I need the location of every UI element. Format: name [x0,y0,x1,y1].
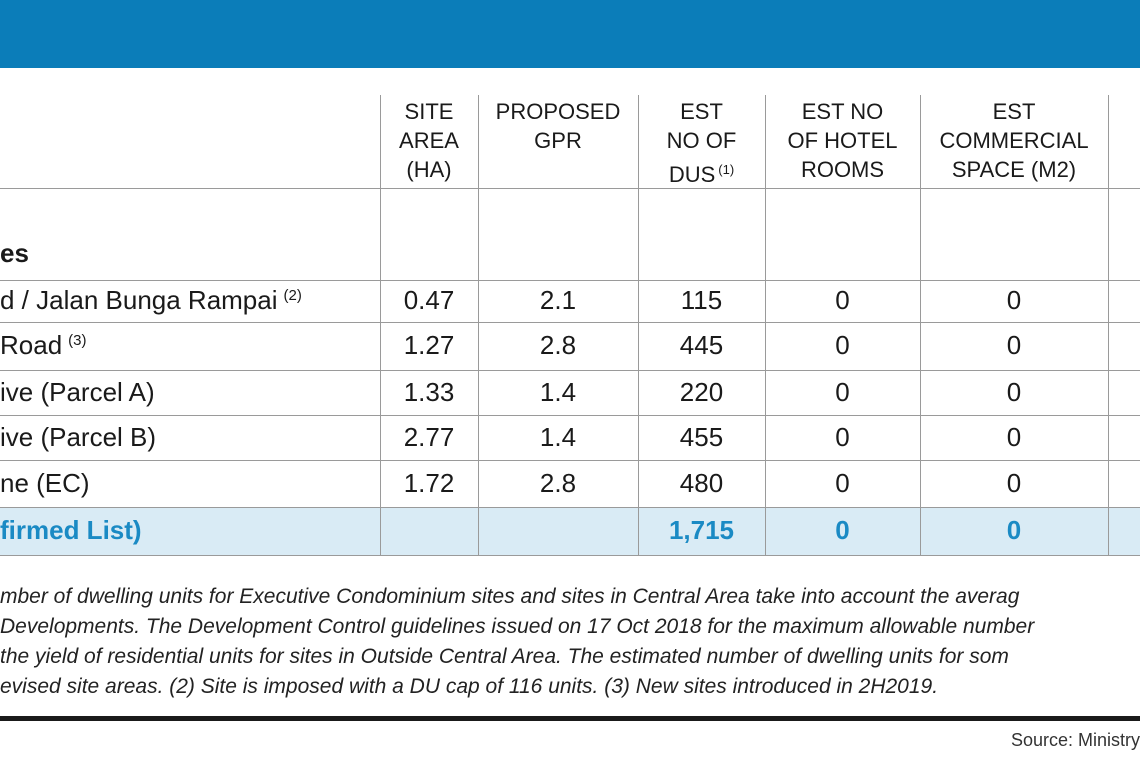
cell-value: 0 [835,376,850,407]
row-name: Road (3) [0,330,87,360]
cell-value: 0 [1006,330,1022,360]
cell-value: 0.47 [403,285,455,315]
cell-value: 0 [835,285,850,315]
cell-value: 455 [679,421,724,452]
cell-value: 220 [679,376,724,407]
cell-value: 0 [1006,285,1022,315]
column-line [765,95,766,555]
cell-value: 1.4 [539,421,577,452]
header-bar [0,0,1140,68]
row-line [0,555,1140,556]
cell-value: 480 [679,467,724,498]
total-row-bg [0,507,1140,555]
header-line: NO OF [666,128,737,153]
header-line: COMMERCIAL [939,128,1089,153]
row-name: d / Jalan Bunga Rampai (2) [0,285,302,315]
row-line [0,370,1140,371]
footnote-line: mber of dwelling units for Executive Con… [0,585,1020,608]
cell-value: 2.8 [539,330,577,360]
cell-value: 2.8 [539,467,577,498]
column-header: EST NO OF HOTEL ROOMS [765,97,920,184]
row-line [0,188,1140,189]
cell-value: 1.72 [403,467,455,498]
cell-value: 0 [835,467,850,498]
header-line: PROPOSED [495,99,621,124]
cell-value: 1.33 [403,376,455,407]
header-note: (1) [718,162,735,177]
row-line [0,415,1140,416]
footnote-line: Developments. The Development Control gu… [0,615,1035,638]
row-name: ive (Parcel A) [0,376,155,407]
cell-value: 0 [835,421,850,452]
footnote-line: evised site areas. (2) Site is imposed w… [0,675,939,698]
column-header: EST NO OF DUS (1) [638,97,765,189]
row-note: (2) [283,287,302,304]
column-line [380,95,381,555]
row-line [0,322,1140,323]
cell-value: 0 [835,330,850,360]
section-label: es [0,238,29,268]
column-header: SITE AREA (HA) [380,97,478,184]
total-value: 0 [835,515,850,545]
column-line [920,95,921,555]
total-value: 1,715 [668,515,735,545]
column-header: EST COMMERCIAL SPACE (M2) [920,97,1108,184]
cell-value: 0 [1006,467,1022,498]
source: Source: Ministry [1010,730,1140,750]
cell-value: 1.4 [539,376,577,407]
cell-value: 0 [1006,376,1022,407]
row-name: ive (Parcel B) [0,421,157,452]
header-line: OF HOTEL [787,128,898,153]
cell-value: 0 [1006,421,1022,452]
cell-value: 1.27 [403,330,455,360]
header-line: EST NO [801,99,884,124]
column-line [1108,95,1109,555]
cell-value: 2.1 [539,285,577,315]
row-name: ne (EC) [0,467,90,498]
column-header: PROPOSED GPR [478,97,638,155]
row-line [0,280,1140,281]
header-line: (HA) [406,157,452,182]
total-label: firmed List) [0,515,142,545]
header-line: SITE [404,99,454,124]
footnote-line: the yield of residential units for sites… [0,645,1009,668]
header-line: EST [680,99,723,124]
column-line [478,95,479,555]
cell-value: 115 [680,285,723,315]
total-value: 0 [1006,515,1022,545]
header-line: AREA [399,128,459,153]
header-line: SPACE (M2) [951,157,1077,182]
header-line: DUS (1) [668,162,735,187]
header-line: EST [992,99,1036,124]
column-line [638,95,639,555]
row-line [0,460,1140,461]
row-note: (3) [68,332,87,349]
header-line: GPR [534,128,582,153]
cell-value: 2.77 [403,421,455,452]
header-line: ROOMS [800,157,885,182]
row-line [0,507,1140,508]
cell-value: 445 [679,330,724,360]
bottom-rule [0,716,1140,721]
